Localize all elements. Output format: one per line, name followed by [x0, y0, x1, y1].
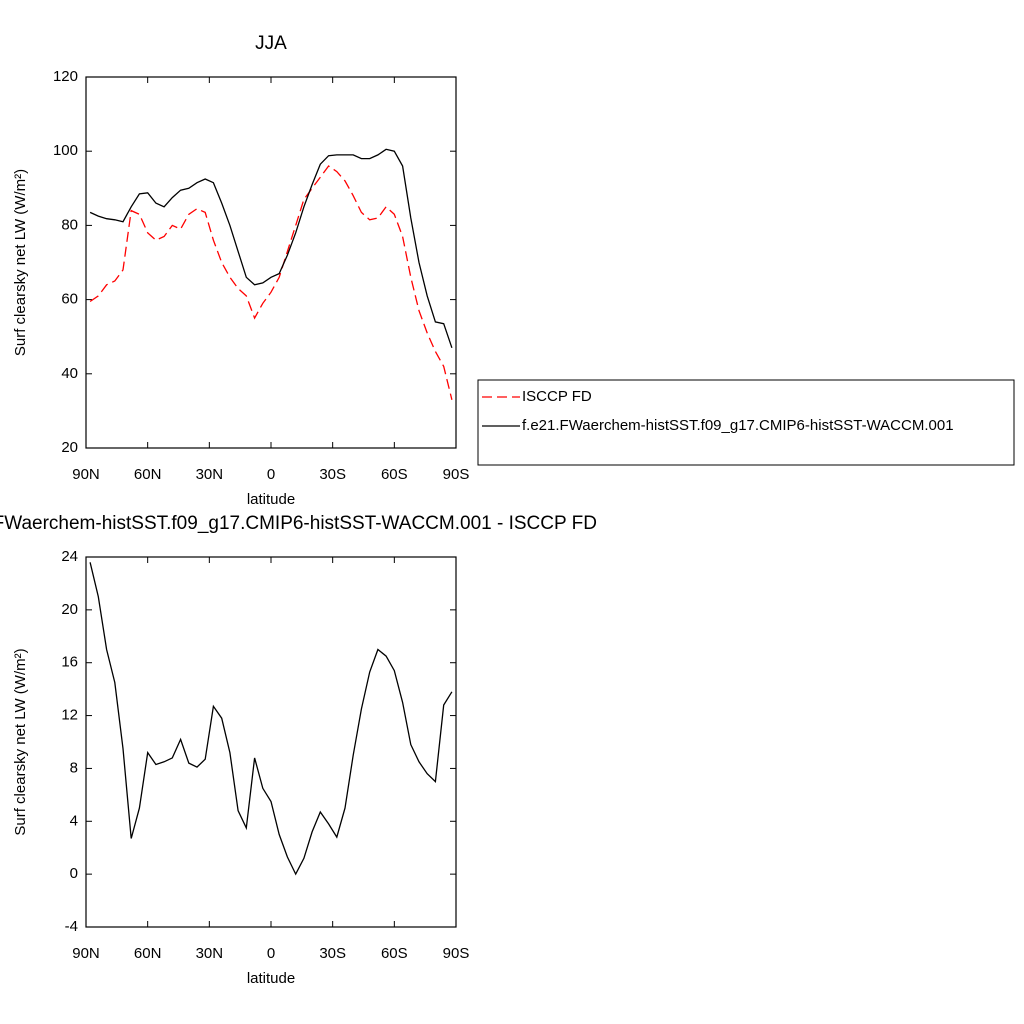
y-tick-label: 12: [61, 707, 78, 724]
x-axis-label: latitude: [247, 970, 295, 987]
x-tick-label: 90N: [72, 466, 100, 483]
x-tick-label: 0: [267, 466, 275, 483]
chart-title: JJA: [255, 33, 287, 54]
x-tick-label: 30S: [319, 466, 346, 483]
y-tick-label: 4: [70, 812, 78, 829]
y-tick-label: 16: [61, 654, 78, 671]
data-line: [89, 562, 453, 876]
y-tick-label: 60: [61, 291, 78, 308]
x-tick-label: 60S: [381, 945, 408, 962]
x-tick-label: 0: [267, 945, 275, 962]
data-line: [89, 148, 453, 349]
x-tick-label: 30N: [196, 466, 224, 483]
y-tick-label: 80: [61, 216, 78, 233]
x-tick-label: 30S: [319, 945, 346, 962]
y-axis-label: Surf clearsky net LW (W/m²): [12, 169, 29, 356]
plot-frame: [85, 76, 457, 449]
legend-box: [477, 379, 1015, 466]
x-tick-label: 90S: [443, 466, 470, 483]
y-tick-label: 20: [61, 601, 78, 618]
data-line: [89, 165, 453, 400]
chart-title: f.e21.FWaerchem-histSST.f09_g17.CMIP6-hi…: [0, 513, 597, 534]
y-tick-label: -4: [65, 918, 78, 935]
legend-label: f.e21.FWaerchem-histSST.f09_g17.CMIP6-hi…: [522, 417, 954, 434]
y-tick-label: 24: [61, 548, 78, 565]
legend-label: ISCCP FD: [522, 388, 592, 405]
x-tick-label: 30N: [196, 945, 224, 962]
y-axis-label: Surf clearsky net LW (W/m²): [12, 648, 29, 835]
y-tick-label: 8: [70, 759, 78, 776]
x-tick-label: 60N: [134, 466, 162, 483]
x-tick-label: 90S: [443, 945, 470, 962]
y-tick-label: 120: [53, 68, 78, 85]
y-tick-label: 0: [70, 865, 78, 882]
y-tick-label: 100: [53, 142, 78, 159]
x-tick-label: 60N: [134, 945, 162, 962]
y-tick-label: 20: [61, 439, 78, 456]
y-tick-label: 40: [61, 365, 78, 382]
x-tick-label: 60S: [381, 466, 408, 483]
x-tick-label: 90N: [72, 945, 100, 962]
x-axis-label: latitude: [247, 491, 295, 508]
plot-frame: [85, 556, 457, 928]
